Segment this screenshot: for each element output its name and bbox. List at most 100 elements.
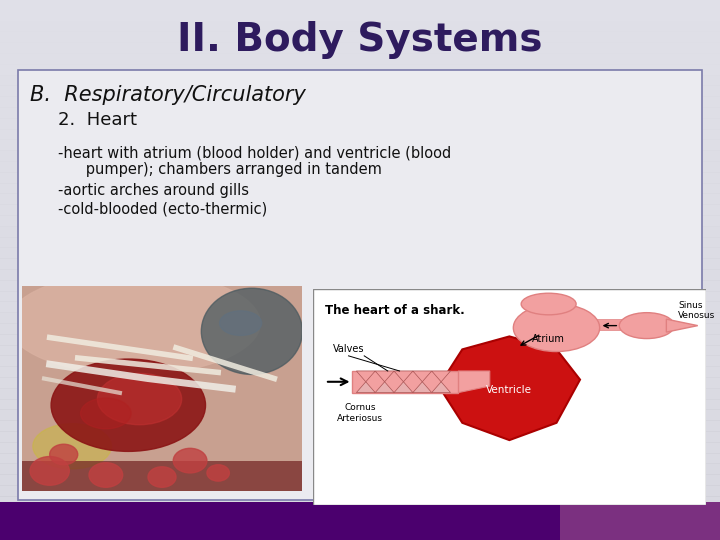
Bar [0, 183, 720, 194]
Text: The heart of a shark.: The heart of a shark. [325, 304, 464, 317]
Polygon shape [413, 382, 432, 393]
Polygon shape [413, 371, 432, 382]
Polygon shape [356, 382, 375, 393]
Text: -cold-blooded (ecto-thermic): -cold-blooded (ecto-thermic) [58, 202, 267, 217]
Bar [0, 301, 720, 313]
Bar [0, 517, 720, 529]
Polygon shape [394, 371, 413, 382]
Bar [0, 485, 720, 497]
Bar [0, 0, 720, 11]
Circle shape [207, 465, 230, 481]
Bar [0, 21, 720, 32]
Bar [0, 474, 720, 486]
Text: II. Body Systems: II. Body Systems [177, 21, 543, 59]
Polygon shape [459, 371, 490, 393]
Bar [0, 96, 720, 108]
FancyBboxPatch shape [353, 371, 459, 393]
Bar [0, 377, 720, 389]
Polygon shape [438, 336, 580, 440]
Bar [0, 161, 720, 173]
Polygon shape [356, 371, 375, 382]
Text: Ventricle: Ventricle [487, 386, 532, 395]
Ellipse shape [220, 311, 261, 335]
Bar [0, 42, 720, 54]
Ellipse shape [33, 424, 112, 469]
Bar [0, 323, 720, 335]
Circle shape [89, 463, 122, 487]
Bar [0, 85, 720, 97]
Ellipse shape [202, 288, 302, 374]
Text: pumper); chambers arranged in tandem: pumper); chambers arranged in tandem [58, 162, 382, 177]
Bar [0, 431, 720, 443]
Bar [0, 463, 720, 475]
Text: 2.  Heart: 2. Heart [58, 111, 137, 129]
Bar [0, 334, 720, 346]
Bar [0, 75, 720, 86]
Bar [0, 496, 720, 508]
Bar [0, 388, 720, 400]
Polygon shape [432, 382, 451, 393]
Text: Valves: Valves [333, 345, 364, 354]
Bar [0, 312, 720, 324]
Text: B.  Respiratory/Circulatory: B. Respiratory/Circulatory [30, 85, 306, 105]
FancyBboxPatch shape [560, 502, 720, 540]
Ellipse shape [81, 398, 131, 429]
Circle shape [148, 467, 176, 487]
Bar [0, 399, 720, 410]
Bar [0, 453, 720, 464]
Bar [0, 280, 720, 292]
FancyBboxPatch shape [0, 502, 720, 540]
Bar [0, 237, 720, 248]
FancyBboxPatch shape [22, 461, 302, 491]
Bar [0, 247, 720, 259]
Bar [0, 53, 720, 65]
Circle shape [30, 456, 69, 485]
Text: Cornus
Arteriosus: Cornus Arteriosus [337, 403, 383, 423]
Polygon shape [394, 382, 413, 393]
Polygon shape [667, 319, 698, 332]
Ellipse shape [513, 304, 600, 352]
Ellipse shape [521, 293, 576, 315]
Bar [0, 507, 720, 518]
Bar [0, 150, 720, 162]
Circle shape [50, 444, 78, 465]
Bar [0, 64, 720, 76]
Bar [0, 226, 720, 238]
Bar [0, 442, 720, 454]
Text: Sinus
Venosus: Sinus Venosus [678, 301, 716, 320]
Ellipse shape [97, 374, 181, 424]
Polygon shape [432, 371, 451, 382]
Bar [0, 409, 720, 421]
Bar [0, 31, 720, 43]
Bar [0, 172, 720, 184]
Bar [0, 420, 720, 432]
Polygon shape [375, 371, 394, 382]
Bar [0, 107, 720, 119]
Text: -aortic arches around gills: -aortic arches around gills [58, 183, 249, 198]
Bar [0, 193, 720, 205]
Bar [0, 366, 720, 378]
Bar [0, 528, 720, 540]
FancyBboxPatch shape [18, 70, 702, 500]
Bar [0, 10, 720, 22]
FancyBboxPatch shape [22, 286, 302, 491]
Bar [0, 139, 720, 151]
Text: -heart with atrium (blood holder) and ventricle (blood: -heart with atrium (blood holder) and ve… [58, 145, 451, 160]
Polygon shape [375, 382, 394, 393]
Bar [0, 129, 720, 140]
Circle shape [174, 448, 207, 473]
Ellipse shape [619, 313, 674, 339]
FancyBboxPatch shape [313, 289, 706, 505]
Ellipse shape [8, 272, 261, 374]
Bar [0, 345, 720, 356]
Bar [0, 258, 720, 270]
Ellipse shape [51, 359, 205, 451]
Bar [0, 215, 720, 227]
Bar [0, 291, 720, 302]
Text: Atrium: Atrium [532, 334, 565, 343]
Bar [0, 355, 720, 367]
FancyBboxPatch shape [595, 319, 643, 330]
Bar [0, 269, 720, 281]
Bar [0, 118, 720, 130]
Bar [0, 204, 720, 216]
